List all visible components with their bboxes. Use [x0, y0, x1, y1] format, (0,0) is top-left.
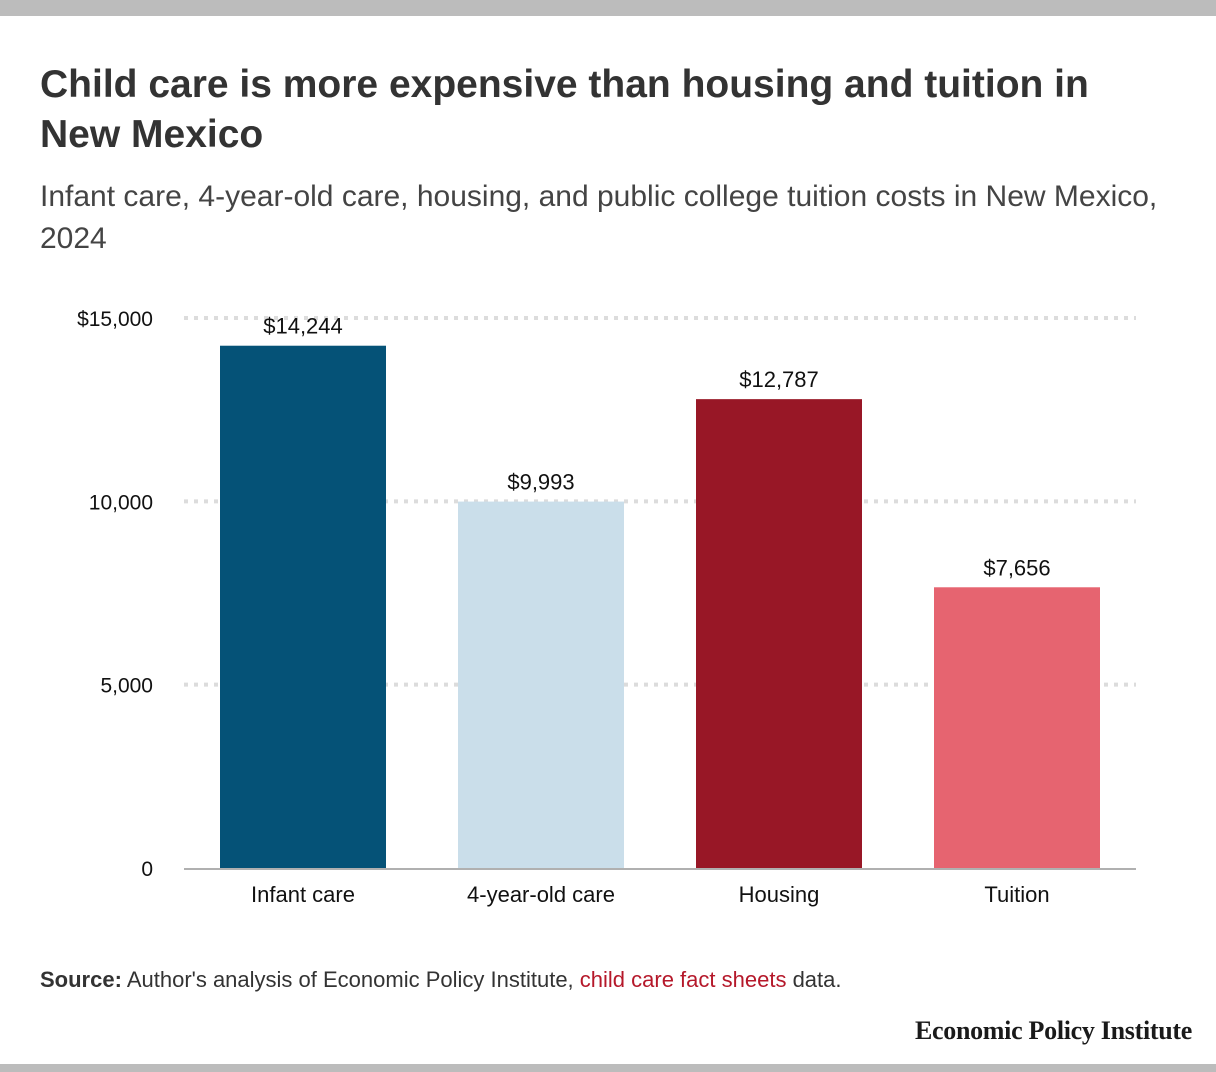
value-labels: $14,244 $9,993 $12,787 $7,656 [263, 314, 1050, 581]
y-axis-ticks: 0 5,000 10,000 $15,000 [77, 308, 153, 881]
top-border [0, 0, 1216, 16]
source-note: Source: Author's analysis of Economic Po… [40, 966, 842, 994]
y-tick-label: 10,000 [89, 491, 153, 514]
category-labels: Infant care 4-year-old care Housing Tuition [251, 882, 1050, 907]
bars [220, 345, 1100, 869]
bar-tuition [934, 587, 1100, 868]
source-text-before: Author's analysis of Economic Policy Ins… [121, 967, 580, 992]
chart-subtitle: Infant care, 4-year-old care, housing, a… [40, 180, 1158, 255]
bar-infant-care [220, 345, 386, 869]
value-label: $9,993 [507, 470, 574, 495]
source-label: Source: [40, 967, 122, 992]
child-care-fact-sheets-link[interactable]: child care fact sheets [579, 967, 787, 992]
value-label: $14,244 [263, 314, 343, 339]
bar-chart: 0 5,000 10,000 $15,000 $14,244 $9,993 $12,787… [0, 290, 1216, 930]
category-label: 4-year-old care [467, 882, 615, 907]
epi-logo: Economic Policy Institute [914, 1016, 1192, 1045]
category-label: Infant care [251, 882, 355, 907]
category-label: Housing [739, 882, 820, 907]
bar-chart-svg: 0 5,000 10,000 $15,000 $14,244 $9,993 $12,787… [77, 308, 1136, 907]
bar-4-year-old-care [458, 501, 624, 868]
value-label: $7,656 [983, 555, 1050, 580]
y-tick-label: 0 [141, 858, 153, 881]
source-text-after: data. [786, 967, 842, 992]
y-tick-label: $15,000 [77, 308, 153, 331]
value-label: $12,787 [739, 367, 819, 392]
category-label: Tuition [984, 882, 1049, 907]
chart-title: Child care is more expensive than housin… [40, 63, 1089, 156]
bar-housing [696, 399, 862, 868]
bottom-border [0, 1064, 1216, 1072]
y-tick-label: 5,000 [100, 675, 153, 698]
